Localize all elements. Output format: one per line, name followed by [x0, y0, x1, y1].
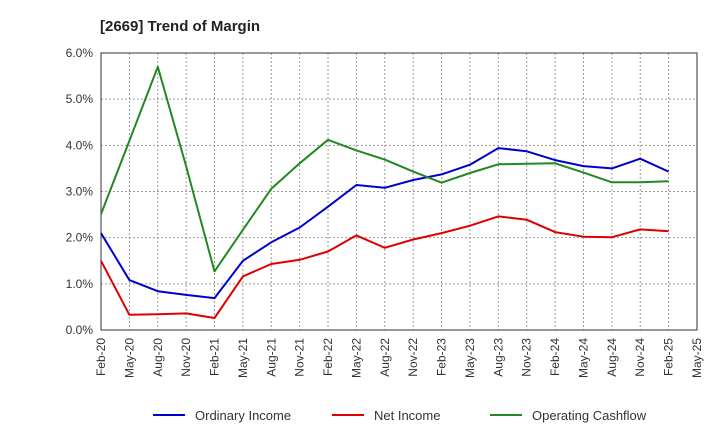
x-tick-label: Nov-21: [293, 338, 307, 377]
x-tick-label: Feb-20: [94, 338, 108, 376]
y-tick-label: 2.0%: [66, 231, 94, 245]
x-tick-label: Aug-24: [605, 338, 619, 377]
y-tick-label: 3.0%: [66, 185, 94, 199]
x-tick-label: Aug-21: [264, 338, 278, 377]
series-line: [100, 147, 670, 300]
x-tick-label: Aug-22: [378, 338, 392, 377]
y-tick-label: 1.0%: [66, 277, 94, 291]
x-tick-label: Nov-20: [179, 338, 193, 377]
y-tick-label: 5.0%: [66, 92, 94, 106]
y-tick-label: 4.0%: [66, 138, 94, 152]
x-tick-label: May-22: [349, 338, 363, 378]
x-tick-label: May-20: [122, 338, 136, 378]
series-line: [100, 215, 669, 319]
x-tick-label: Aug-20: [151, 338, 165, 377]
legend-label: Ordinary Income: [195, 408, 291, 423]
series-lines: [100, 65, 670, 319]
y-tick-label: 6.0%: [66, 46, 94, 60]
x-tick-label: May-25: [690, 338, 704, 378]
grid: [101, 53, 697, 330]
x-tick-label: Feb-23: [435, 338, 449, 376]
chart-title: [2669] Trend of Margin: [100, 18, 260, 35]
x-tick-label: May-21: [236, 338, 250, 378]
x-tick-label: Feb-24: [548, 338, 562, 376]
x-tick-label: Nov-22: [406, 338, 420, 377]
x-tick-label: May-24: [576, 338, 590, 378]
x-tick-label: May-23: [463, 338, 477, 378]
x-tick-label: Feb-25: [662, 338, 676, 376]
y-axis: 0.0% 1.0% 2.0% 3.0% 4.0% 5.0% 6.0%: [66, 46, 94, 337]
x-tick-label: Nov-24: [633, 338, 647, 377]
legend-label: Operating Cashflow: [532, 408, 647, 423]
x-tick-label: Aug-23: [491, 338, 505, 377]
x-tick-label: Feb-21: [208, 338, 222, 376]
series-line: [100, 65, 669, 273]
x-axis: Feb-20 May-20 Aug-20 Nov-20 Feb-21 May-21 Aug-…: [94, 338, 704, 378]
legend-label: Net Income: [374, 408, 440, 423]
y-tick-label: 0.0%: [66, 323, 94, 337]
x-tick-label: Feb-22: [321, 338, 335, 376]
x-tick-label: Nov-23: [520, 338, 534, 377]
legend: Ordinary Income Net Income Operating Cashf…: [153, 408, 647, 423]
plot-area-frame: [100, 52, 698, 331]
